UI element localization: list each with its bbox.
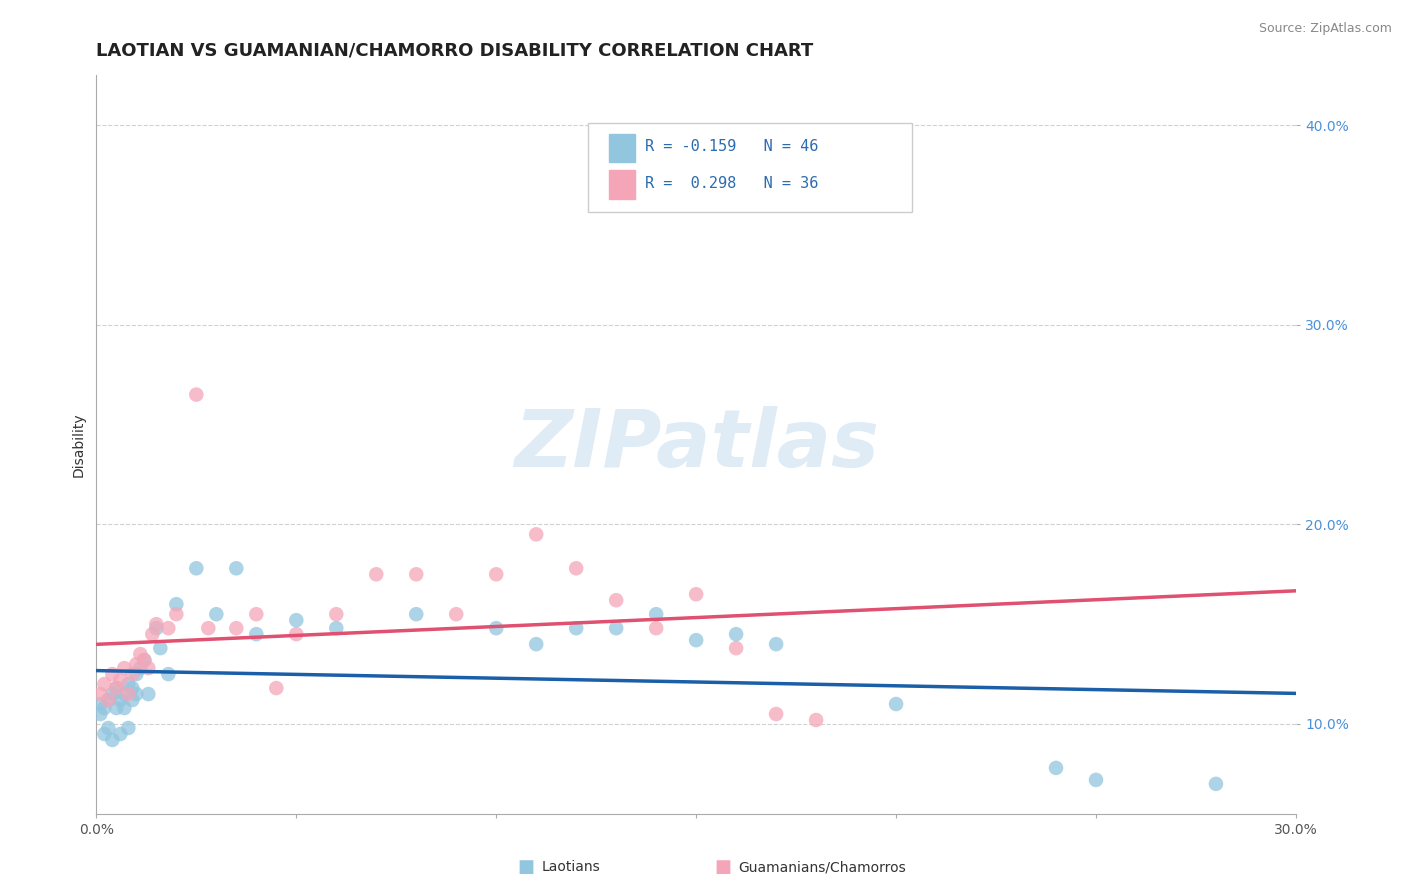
Point: [125, 687, 148, 701]
Point: [125, 667, 148, 681]
Point: [117, 687, 139, 701]
Point: [405, 607, 427, 622]
Point: [405, 567, 427, 582]
Point: [97, 721, 120, 735]
Point: [105, 681, 128, 695]
Point: [105, 701, 128, 715]
Point: [110, 727, 132, 741]
Point: [110, 673, 132, 687]
Point: [101, 687, 124, 701]
Point: [645, 621, 668, 635]
Point: [129, 661, 152, 675]
Point: [765, 637, 787, 651]
Point: [165, 607, 187, 622]
Point: [197, 621, 219, 635]
Text: ■: ■: [517, 858, 534, 876]
Point: [645, 607, 668, 622]
Point: [112, 687, 135, 701]
Bar: [609, 170, 636, 199]
Point: [285, 627, 308, 641]
Point: [266, 681, 288, 695]
Point: [485, 621, 508, 635]
Point: [285, 613, 308, 627]
Point: [89, 706, 111, 721]
Point: [485, 567, 508, 582]
Point: [105, 681, 128, 695]
Point: [1085, 772, 1108, 787]
Point: [134, 653, 156, 667]
Point: [110, 693, 132, 707]
Point: [884, 697, 907, 711]
Text: LAOTIAN VS GUAMANIAN/CHAMORRO DISABILITY CORRELATION CHART: LAOTIAN VS GUAMANIAN/CHAMORRO DISABILITY…: [97, 42, 814, 60]
Point: [121, 693, 143, 707]
Point: [225, 561, 247, 575]
Text: ZIPatlas: ZIPatlas: [513, 406, 879, 483]
Y-axis label: Disability: Disability: [72, 412, 86, 477]
Point: [136, 661, 159, 675]
Bar: [609, 134, 636, 161]
Point: [149, 641, 172, 656]
Point: [366, 567, 388, 582]
Point: [605, 621, 627, 635]
Point: [93, 701, 115, 715]
Point: [125, 657, 148, 672]
Point: [89, 687, 111, 701]
Point: [145, 621, 167, 635]
Text: R =  0.298   N = 36: R = 0.298 N = 36: [644, 176, 818, 191]
Point: [117, 677, 139, 691]
Point: [157, 621, 180, 635]
Point: [605, 593, 627, 607]
Point: [89, 697, 111, 711]
Point: [685, 633, 707, 648]
Point: [1045, 761, 1067, 775]
Point: [165, 597, 187, 611]
Point: [93, 677, 115, 691]
Point: [97, 693, 120, 707]
Point: [524, 637, 547, 651]
Point: [1205, 777, 1227, 791]
Point: [129, 647, 152, 661]
Point: [765, 706, 787, 721]
Point: [685, 587, 707, 601]
Text: R = -0.159   N = 46: R = -0.159 N = 46: [644, 138, 818, 153]
Point: [225, 621, 247, 635]
Point: [565, 561, 588, 575]
Point: [112, 661, 135, 675]
Point: [112, 701, 135, 715]
Point: [93, 727, 115, 741]
Point: [325, 607, 347, 622]
Point: [145, 617, 167, 632]
Point: [804, 713, 827, 727]
Text: Guamanians/Chamorros: Guamanians/Chamorros: [738, 860, 905, 874]
Text: ■: ■: [714, 858, 731, 876]
FancyBboxPatch shape: [588, 123, 912, 212]
Point: [157, 667, 180, 681]
Point: [325, 621, 347, 635]
Point: [565, 621, 588, 635]
Point: [524, 527, 547, 541]
Point: [101, 667, 124, 681]
Point: [444, 607, 467, 622]
Point: [97, 693, 120, 707]
Point: [117, 721, 139, 735]
Text: Source: ZipAtlas.com: Source: ZipAtlas.com: [1258, 22, 1392, 36]
Point: [121, 681, 143, 695]
Point: [245, 627, 267, 641]
Point: [101, 733, 124, 747]
Text: Laotians: Laotians: [541, 860, 600, 874]
Point: [141, 627, 163, 641]
Point: [186, 561, 208, 575]
Point: [725, 627, 748, 641]
Point: [245, 607, 267, 622]
Point: [134, 653, 156, 667]
Point: [136, 687, 159, 701]
Point: [205, 607, 228, 622]
Point: [121, 667, 143, 681]
Point: [725, 641, 748, 656]
Point: [186, 387, 208, 401]
